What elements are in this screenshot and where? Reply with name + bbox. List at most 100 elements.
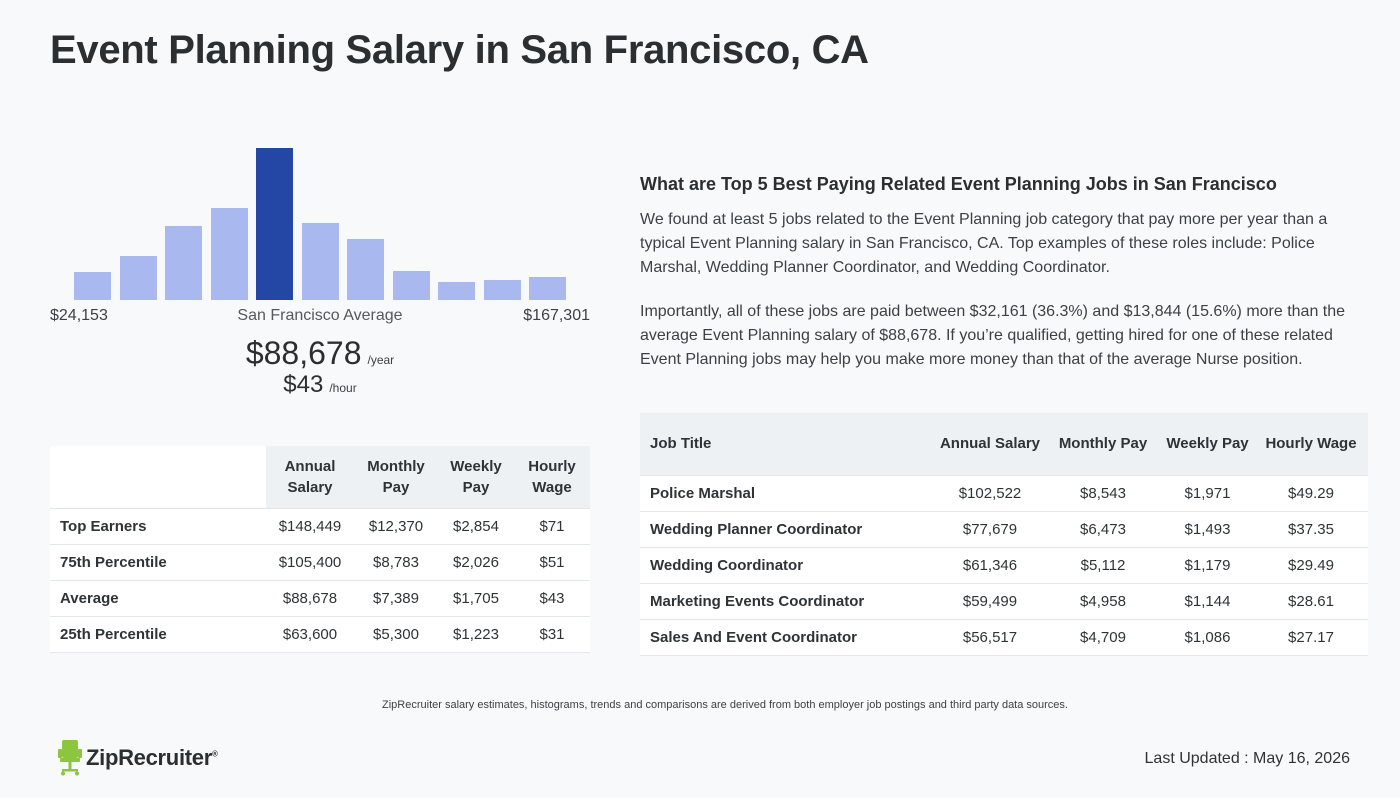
histogram-bar bbox=[438, 282, 475, 300]
weekly-cell: $1,144 bbox=[1161, 583, 1254, 620]
weekly-cell: $1,086 bbox=[1161, 619, 1254, 656]
jobs-header-monthly: Monthly Pay bbox=[1045, 413, 1161, 476]
disclaimer: ZipRecruiter salary estimates, histogram… bbox=[382, 699, 1068, 711]
job-title-cell[interactable]: Marketing Events Coordinator bbox=[640, 583, 935, 620]
row-label: Average bbox=[50, 580, 266, 617]
jobs-table-header: Job Title Annual Salary Monthly Pay Week… bbox=[640, 413, 1368, 476]
weekly-cell: $1,223 bbox=[438, 616, 514, 653]
table-row: 75th Percentile $105,400 $8,783 $2,026 $… bbox=[50, 544, 590, 581]
table-row: Top Earners $148,449 $12,370 $2,854 $71 bbox=[50, 508, 590, 545]
row-label: 25th Percentile bbox=[50, 616, 266, 653]
average-hourly-value: $43 bbox=[283, 371, 324, 398]
monthly-cell: $4,709 bbox=[1045, 619, 1161, 656]
row-label: 75th Percentile bbox=[50, 544, 266, 581]
histogram-average-label: San Francisco Average bbox=[237, 307, 403, 324]
monthly-cell: $4,958 bbox=[1045, 583, 1161, 620]
jobs-header-hourly: Hourly Wage bbox=[1254, 413, 1368, 476]
last-updated: Last Updated : May 16, 2026 bbox=[1144, 750, 1350, 767]
annual-cell: $61,346 bbox=[935, 547, 1045, 584]
table-row[interactable]: Wedding Coordinator $61,346 $5,112 $1,17… bbox=[640, 547, 1368, 584]
brand-name: ZipRecruiter® bbox=[86, 745, 218, 771]
histogram-bar bbox=[301, 223, 339, 300]
related-jobs-table: Job Title Annual Salary Monthly Pay Week… bbox=[640, 413, 1368, 656]
percentile-header-blank bbox=[50, 446, 266, 509]
related-jobs-heading: What are Top 5 Best Paying Related Event… bbox=[640, 174, 1277, 194]
brand-text: ZipRecruiter bbox=[86, 745, 212, 770]
job-title-cell[interactable]: Sales And Event Coordinator bbox=[640, 619, 935, 656]
annual-cell: $105,400 bbox=[266, 544, 354, 581]
annual-cell: $88,678 bbox=[266, 580, 354, 617]
histogram-bar bbox=[74, 272, 111, 300]
job-title-cell[interactable]: Wedding Coordinator bbox=[640, 547, 935, 584]
row-label: Top Earners bbox=[50, 508, 266, 545]
weekly-cell: $1,971 bbox=[1161, 475, 1254, 512]
average-annual-value: $88,678 bbox=[245, 335, 362, 371]
histogram-bar bbox=[529, 277, 566, 300]
table-row[interactable]: Sales And Event Coordinator $56,517 $4,7… bbox=[640, 619, 1368, 656]
table-row[interactable]: Police Marshal $102,522 $8,543 $1,971 $4… bbox=[640, 475, 1368, 512]
related-jobs-paragraph-1: We found at least 5 jobs related to the … bbox=[640, 211, 1328, 276]
weekly-cell: $2,854 bbox=[438, 508, 514, 545]
average-annual: $88,678/year bbox=[50, 335, 590, 372]
hourly-cell: $43 bbox=[514, 580, 590, 617]
salary-histogram bbox=[50, 140, 590, 300]
table-row[interactable]: Marketing Events Coordinator $59,499 $4,… bbox=[640, 583, 1368, 620]
jobs-header-weekly: Weekly Pay bbox=[1161, 413, 1254, 476]
monthly-cell: $8,783 bbox=[354, 544, 438, 581]
hourly-cell: $29.49 bbox=[1254, 547, 1368, 584]
chair-icon bbox=[58, 740, 82, 776]
histogram-bar bbox=[483, 280, 521, 300]
percentile-header-annual: Annual Salary bbox=[266, 446, 354, 509]
trademark-symbol: ® bbox=[211, 749, 218, 759]
monthly-cell: $5,112 bbox=[1045, 547, 1161, 584]
weekly-cell: $1,493 bbox=[1161, 511, 1254, 548]
annual-cell: $102,522 bbox=[935, 475, 1045, 512]
monthly-cell: $8,543 bbox=[1045, 475, 1161, 512]
hourly-cell: $71 bbox=[514, 508, 590, 545]
annual-cell: $56,517 bbox=[935, 619, 1045, 656]
monthly-cell: $12,370 bbox=[354, 508, 438, 545]
hourly-cell: $37.35 bbox=[1254, 511, 1368, 548]
hourly-cell: $28.61 bbox=[1254, 583, 1368, 620]
histogram-bar bbox=[210, 208, 248, 300]
ziprecruiter-logo[interactable]: ZipRecruiter® bbox=[58, 740, 218, 776]
hourly-cell: $51 bbox=[514, 544, 590, 581]
percentile-table-header: Annual Salary Monthly Pay Weekly Pay Hou… bbox=[50, 446, 590, 509]
annual-cell: $148,449 bbox=[266, 508, 354, 545]
weekly-cell: $1,179 bbox=[1161, 547, 1254, 584]
average-hourly-unit: /hour bbox=[329, 381, 357, 395]
annual-cell: $77,679 bbox=[935, 511, 1045, 548]
monthly-cell: $7,389 bbox=[354, 580, 438, 617]
histogram-bar bbox=[165, 226, 202, 300]
weekly-cell: $2,026 bbox=[438, 544, 514, 581]
histogram-bar bbox=[347, 239, 384, 300]
average-hourly: $43/hour bbox=[50, 371, 590, 399]
weekly-cell: $1,705 bbox=[438, 580, 514, 617]
percentile-header-weekly: Weekly Pay bbox=[438, 446, 514, 509]
hourly-cell: $27.17 bbox=[1254, 619, 1368, 656]
histogram-bar bbox=[119, 256, 157, 300]
histogram-bar bbox=[256, 148, 293, 300]
percentile-table: Annual Salary Monthly Pay Weekly Pay Hou… bbox=[50, 446, 590, 653]
table-row: 25th Percentile $63,600 $5,300 $1,223 $3… bbox=[50, 616, 590, 653]
hourly-cell: $49.29 bbox=[1254, 475, 1368, 512]
annual-cell: $59,499 bbox=[935, 583, 1045, 620]
average-annual-unit: /year bbox=[367, 353, 395, 367]
jobs-header-annual: Annual Salary bbox=[935, 413, 1045, 476]
page-title: Event Planning Salary in San Francisco, … bbox=[50, 28, 869, 72]
jobs-header-title: Job Title bbox=[640, 413, 935, 476]
percentile-header-monthly: Monthly Pay bbox=[354, 446, 438, 509]
job-title-cell[interactable]: Police Marshal bbox=[640, 475, 935, 512]
histogram-bar bbox=[392, 271, 430, 300]
annual-cell: $63,600 bbox=[266, 616, 354, 653]
monthly-cell: $5,300 bbox=[354, 616, 438, 653]
monthly-cell: $6,473 bbox=[1045, 511, 1161, 548]
hourly-cell: $31 bbox=[514, 616, 590, 653]
percentile-header-hourly: Hourly Wage bbox=[514, 446, 590, 509]
histogram-min-label: $24,153 bbox=[50, 307, 108, 324]
related-jobs-paragraph-2: Importantly, all of these jobs are paid … bbox=[640, 303, 1346, 368]
histogram-max-label: $167,301 bbox=[523, 307, 590, 324]
job-title-cell[interactable]: Wedding Planner Coordinator bbox=[640, 511, 935, 548]
table-row[interactable]: Wedding Planner Coordinator $77,679 $6,4… bbox=[640, 511, 1368, 548]
table-row: Average $88,678 $7,389 $1,705 $43 bbox=[50, 580, 590, 617]
